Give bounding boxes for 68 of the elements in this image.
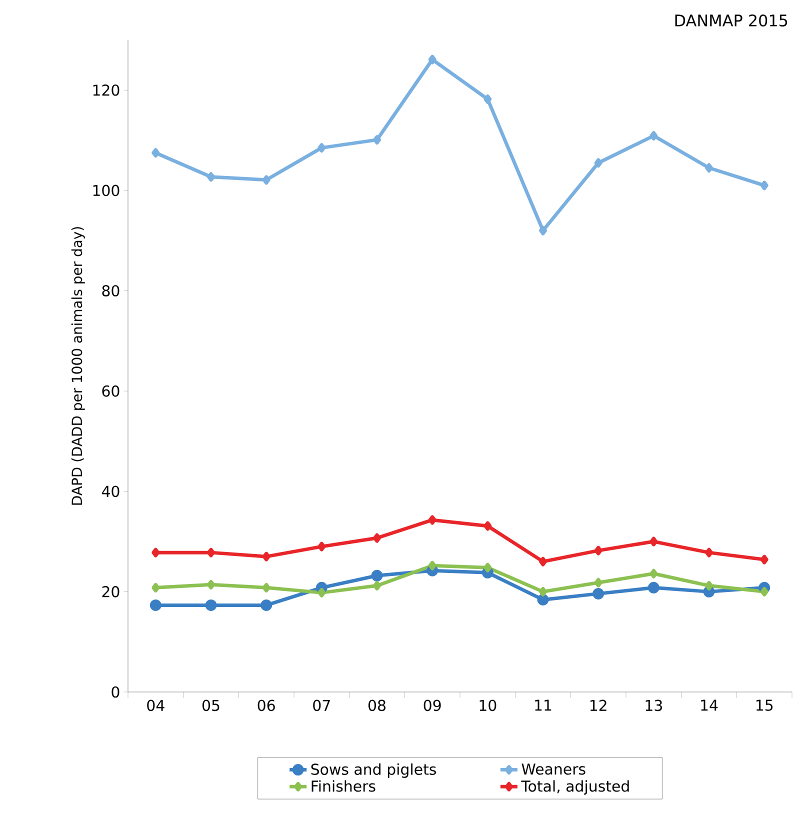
point [318, 143, 326, 153]
point [373, 580, 381, 590]
x-tick-label: 06 [258, 700, 275, 712]
x-tick-label: 14 [701, 700, 718, 711]
x-tick-label: 13 [646, 700, 662, 712]
y-tick-label: 40 [102, 486, 120, 498]
legend-label: Finishers [312, 780, 376, 792]
point [537, 594, 549, 606]
x-tick-label: 05 [202, 700, 220, 712]
point [594, 578, 602, 588]
point [262, 582, 270, 592]
point [428, 560, 436, 570]
y-tick-label: 20 [102, 586, 120, 598]
x-tick-label: 04 [147, 700, 164, 712]
point [260, 599, 272, 611]
y-tick-label: 120 [93, 84, 120, 96]
point [428, 54, 436, 64]
point [648, 582, 660, 594]
y-tick-label: 60 [102, 385, 120, 397]
point [262, 552, 270, 562]
point [760, 586, 768, 596]
x-tick-label: 10 [480, 700, 496, 712]
point [760, 554, 768, 564]
point [539, 226, 548, 236]
point [484, 521, 492, 531]
point [650, 536, 658, 546]
point [760, 180, 768, 190]
x-tick-label: 11 [535, 700, 552, 711]
point [207, 172, 215, 182]
y-tick-label: 100 [93, 184, 120, 196]
point [705, 580, 714, 590]
point [262, 175, 270, 185]
point [539, 586, 548, 596]
y-tick-label: 0 [112, 686, 120, 698]
x-tick-label: 07 [313, 700, 330, 712]
point [373, 135, 381, 145]
point [207, 548, 215, 558]
point [592, 588, 604, 600]
point [318, 588, 326, 598]
point [484, 562, 492, 572]
point [318, 542, 326, 552]
x-tick-label: 15 [756, 700, 773, 711]
point [484, 94, 492, 104]
point [650, 131, 658, 141]
point [594, 158, 602, 168]
point [650, 568, 658, 578]
point [371, 570, 383, 582]
point [705, 548, 714, 558]
chart-title: DANMAP 2015 [675, 14, 788, 26]
point [207, 580, 215, 590]
y-axis-title: DAPD (DADD per 1000 animals per day) [71, 227, 85, 505]
point [150, 599, 162, 611]
point [539, 556, 548, 566]
point [152, 148, 160, 158]
x-tick-label: 08 [368, 700, 386, 712]
point [594, 546, 602, 556]
x-tick-label: 09 [424, 700, 441, 712]
legend-label: Total, adjusted [521, 780, 629, 795]
legend-label: Sows and piglets [311, 763, 436, 778]
point [373, 533, 381, 543]
point [152, 582, 160, 592]
legend-label: Weaners [522, 764, 586, 775]
point [428, 515, 436, 525]
y-tick-label: 80 [102, 285, 120, 296]
point [705, 163, 714, 173]
point [205, 599, 217, 611]
point [152, 548, 160, 558]
x-tick-label: 12 [590, 700, 606, 711]
